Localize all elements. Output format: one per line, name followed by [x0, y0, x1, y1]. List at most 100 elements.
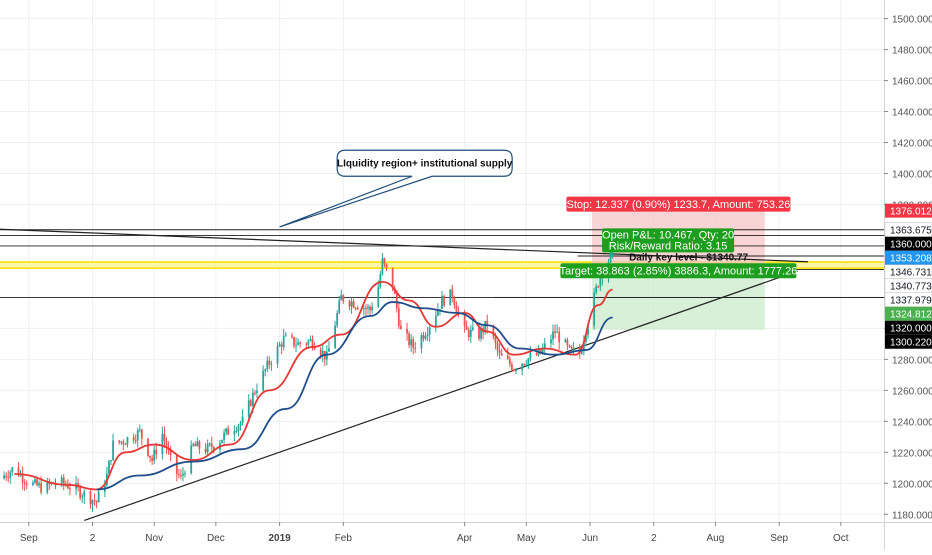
stop-label: Stop: 12.337 (0.90%) 1233.7, Amount: 753… — [566, 196, 791, 212]
candle — [397, 302, 400, 330]
candle — [428, 325, 431, 342]
candle-body — [441, 295, 443, 310]
candle-body — [539, 348, 542, 354]
candle — [149, 455, 151, 463]
candle-body — [81, 496, 84, 498]
candle — [385, 263, 388, 271]
candle — [383, 257, 386, 268]
candle-body — [365, 308, 367, 310]
candle-body — [295, 345, 297, 347]
candle — [192, 442, 195, 447]
candle-body — [68, 488, 71, 490]
callout[interactable]: LIquidity region+ institutional supply — [279, 149, 513, 228]
candle — [124, 442, 127, 446]
candle-body — [439, 309, 441, 311]
candle-body — [535, 353, 538, 355]
candle-body — [465, 325, 468, 330]
price-level-badge-text: 1324.812 — [890, 310, 932, 321]
x-tick-label: May — [517, 533, 536, 544]
trendline[interactable] — [0, 228, 808, 263]
y-tick-label: 1240.000 — [892, 417, 932, 428]
candle-body — [463, 312, 466, 326]
candle-body — [381, 258, 384, 275]
candle-body — [124, 444, 127, 446]
candle — [25, 480, 28, 490]
candle-body — [192, 443, 195, 446]
candle — [268, 356, 271, 369]
candle — [247, 394, 250, 420]
candle — [295, 337, 297, 353]
candle — [515, 367, 517, 375]
candle-body — [93, 500, 96, 502]
target-label-text: Target: 38.863 (2.85%) 3886.3, Amount: 1… — [559, 266, 797, 278]
candle-body — [527, 358, 530, 365]
candle — [241, 409, 244, 426]
candle — [410, 334, 413, 352]
candle — [311, 335, 314, 351]
candle-body — [7, 477, 10, 479]
pnl-box-bg — [602, 228, 735, 253]
pnl-text: Open P&L: 10.467, Qty: 20 — [602, 229, 734, 241]
candle-body — [383, 258, 386, 264]
candle — [564, 337, 567, 343]
candle-body — [406, 328, 408, 334]
candle — [194, 441, 197, 447]
y-tick-label: 1440.000 — [892, 108, 932, 119]
x-tick-label: Feb — [335, 533, 353, 544]
candle — [11, 466, 14, 476]
trendline[interactable] — [84, 270, 798, 522]
price-level-badge: 1360.000 — [885, 236, 932, 251]
moving-averages — [14, 281, 613, 491]
callout-text: LIquidity region+ institutional supply — [337, 159, 513, 170]
candle-body — [249, 400, 252, 406]
trendlines[interactable] — [0, 228, 808, 522]
candle-body — [40, 483, 43, 493]
candle — [552, 324, 554, 346]
candle-body — [354, 307, 357, 309]
candle-body — [208, 443, 211, 445]
candle-body — [223, 432, 225, 440]
candle-body — [177, 473, 180, 476]
candle-body — [453, 297, 456, 306]
candle — [342, 294, 345, 304]
candle — [46, 477, 49, 495]
target-zone[interactable] — [592, 269, 765, 330]
candle-body — [60, 477, 63, 484]
key-level-label: Daily key level - $1340.77 — [629, 253, 748, 264]
candle — [204, 443, 207, 455]
price-level-badge-text: 1337.979 — [890, 296, 932, 307]
candle — [523, 363, 526, 366]
candle — [122, 439, 125, 451]
candle-body — [108, 461, 110, 474]
candle — [256, 383, 258, 398]
candle — [321, 343, 324, 363]
price-level-badge-bg — [885, 306, 932, 321]
candle — [597, 285, 600, 288]
candle — [151, 454, 154, 465]
candle-body — [422, 335, 425, 339]
time-axis[interactable]: Sep 2 Nov Dec 2019 Feb Apr May Jun 2 Aug Sep Oct — [0, 522, 932, 550]
candle — [120, 441, 123, 446]
y-tick-label: 1280.000 — [892, 355, 932, 366]
candle-body — [566, 339, 569, 346]
candle — [369, 304, 371, 317]
stop-label-bg — [566, 196, 791, 212]
position-tool[interactable] — [592, 210, 765, 330]
candle — [406, 322, 408, 341]
candle — [89, 488, 92, 509]
price-axis[interactable]: 1500.000 1480.000 1460.000 1440.000 1420.000… — [884, 0, 932, 550]
candle-body — [112, 440, 114, 461]
candle-body — [595, 286, 598, 293]
candle-body — [434, 315, 437, 328]
candle-body — [582, 341, 585, 351]
candle — [449, 289, 452, 306]
callout-bubble[interactable] — [279, 149, 513, 228]
candle — [239, 420, 242, 431]
candle — [221, 439, 223, 444]
candle — [5, 472, 8, 482]
candle — [543, 337, 546, 356]
candle-body — [410, 339, 413, 346]
